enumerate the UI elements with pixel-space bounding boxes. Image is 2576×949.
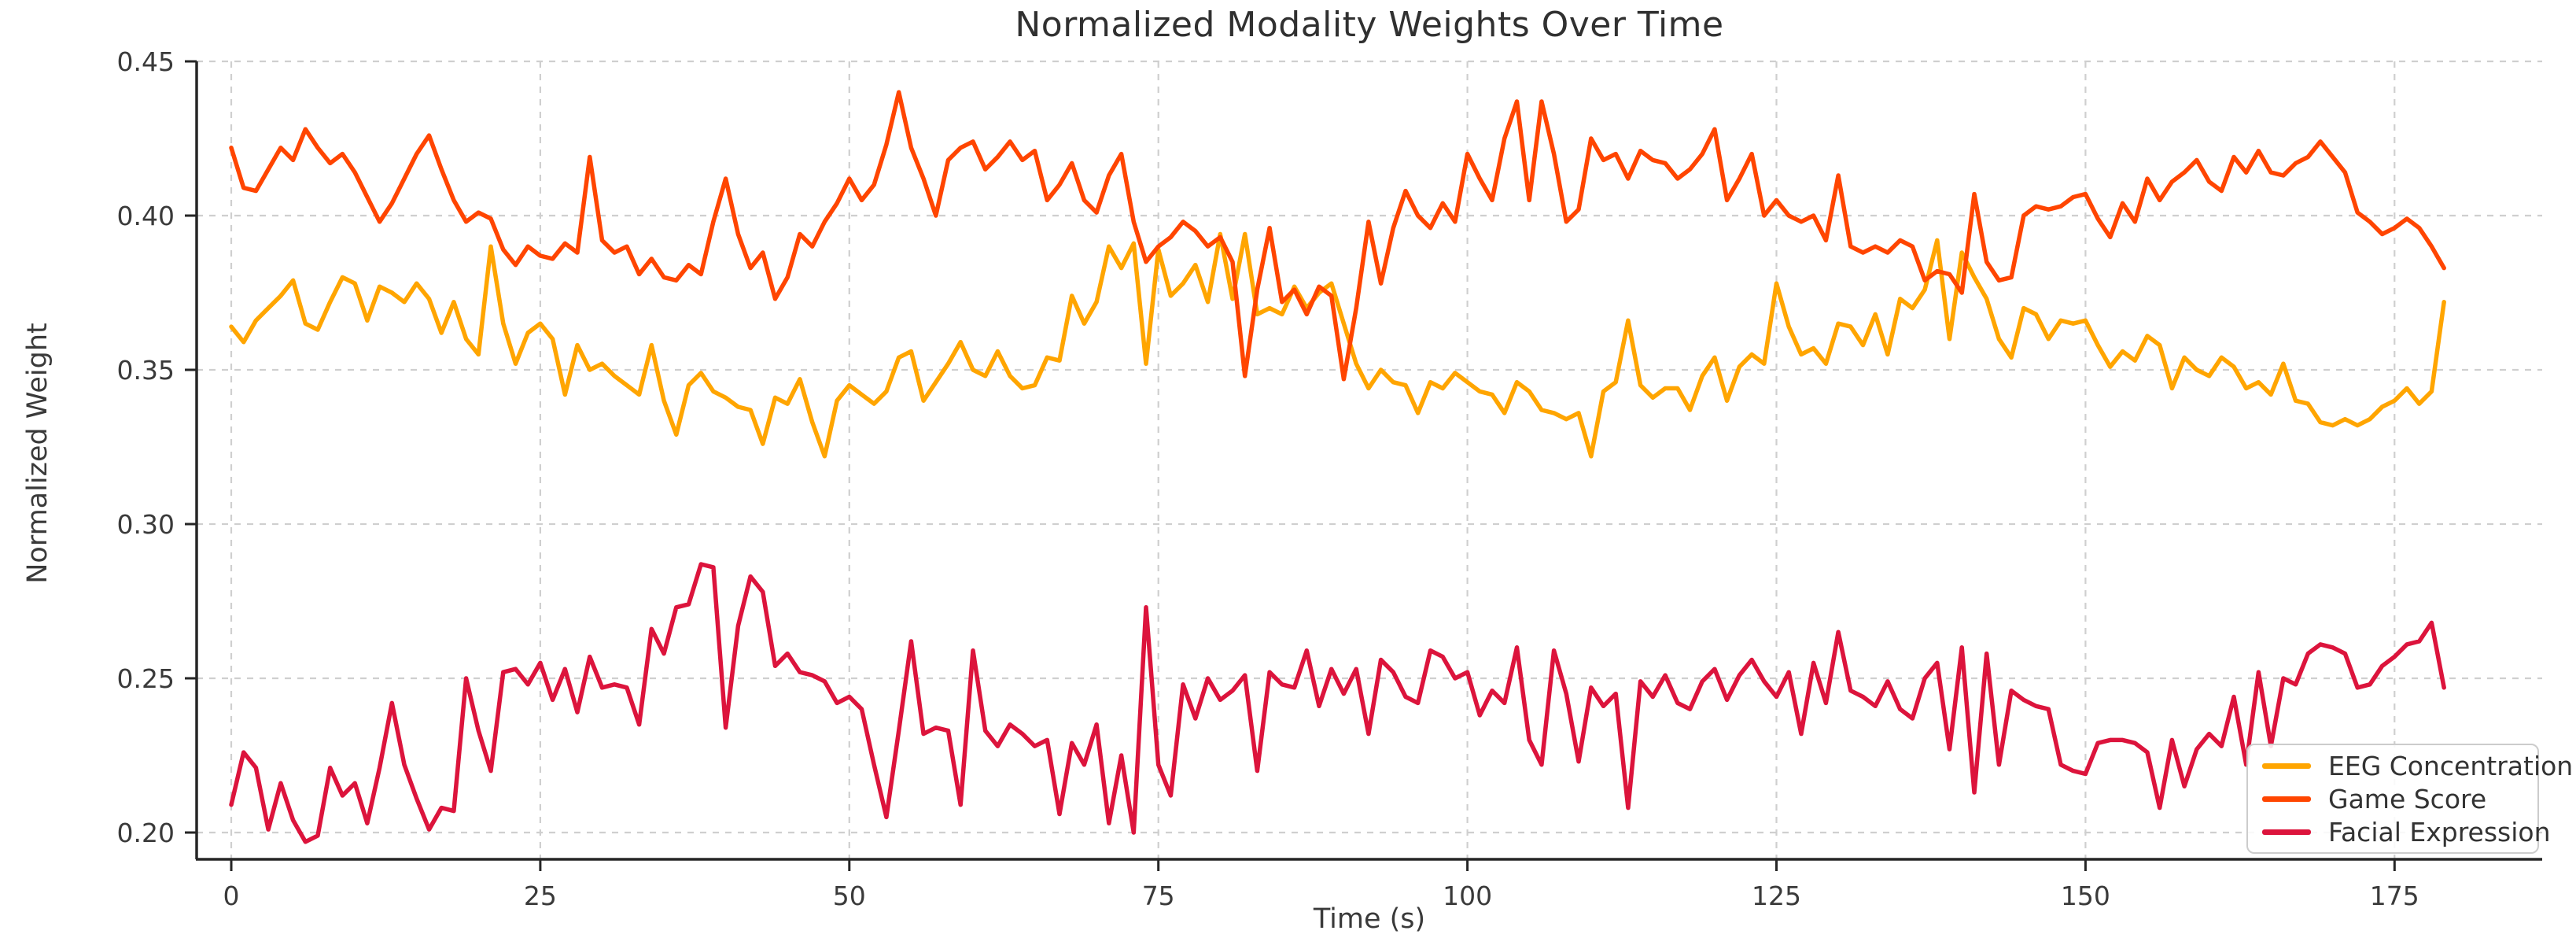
legend-item: Game Score (2262, 786, 2523, 812)
x-axis-title: Time (s) (1313, 903, 1426, 935)
legend-label: EEG Concentration (2328, 750, 2574, 781)
tick-marks (185, 60, 2396, 871)
y-axis-title: Normalized Weight (22, 323, 53, 584)
tick-labels: 0 25 50 75 100 125 150 175 0.20 0.25 0.30 0.35 0.40 0… (117, 46, 2419, 911)
y-tick-label: 0.45 (117, 46, 175, 77)
series-line-game-score (229, 90, 2446, 382)
legend-item: Facial Expression (2262, 819, 2551, 845)
legend-label: Game Score (2328, 783, 2487, 814)
series-line-facial-expression (229, 562, 2446, 844)
legend-swatch-icon (2262, 796, 2311, 802)
axes-spines (195, 61, 2542, 861)
legend-swatch-icon (2262, 763, 2311, 769)
y-tick-label: 0.35 (117, 355, 175, 386)
x-tick-label: 175 (2370, 881, 2419, 911)
y-tick-label: 0.25 (117, 663, 175, 694)
x-tick-label: 50 (833, 881, 866, 911)
chart-title: Normalized Modality Weights Over Time (1015, 5, 1724, 45)
y-tick-label: 0.40 (117, 201, 175, 231)
y-tick-label: 0.30 (117, 509, 175, 540)
x-tick-label: 150 (2061, 881, 2110, 911)
legend-label: Facial Expression (2328, 816, 2551, 847)
series-line-eeg-concentration (229, 231, 2446, 459)
x-tick-label: 125 (1752, 881, 1801, 911)
legend-item: EEG Concentration (2262, 753, 2573, 779)
x-tick-label: 0 (223, 881, 240, 911)
y-tick-label: 0.20 (117, 818, 175, 848)
x-tick-label: 100 (1443, 881, 1492, 911)
legend-swatch-icon (2262, 829, 2311, 835)
gridlines (197, 60, 2542, 859)
x-tick-label: 75 (1142, 881, 1175, 911)
legend: EEG Concentration Game Score Facial Expres… (2246, 744, 2573, 854)
x-tick-label: 25 (524, 881, 557, 911)
